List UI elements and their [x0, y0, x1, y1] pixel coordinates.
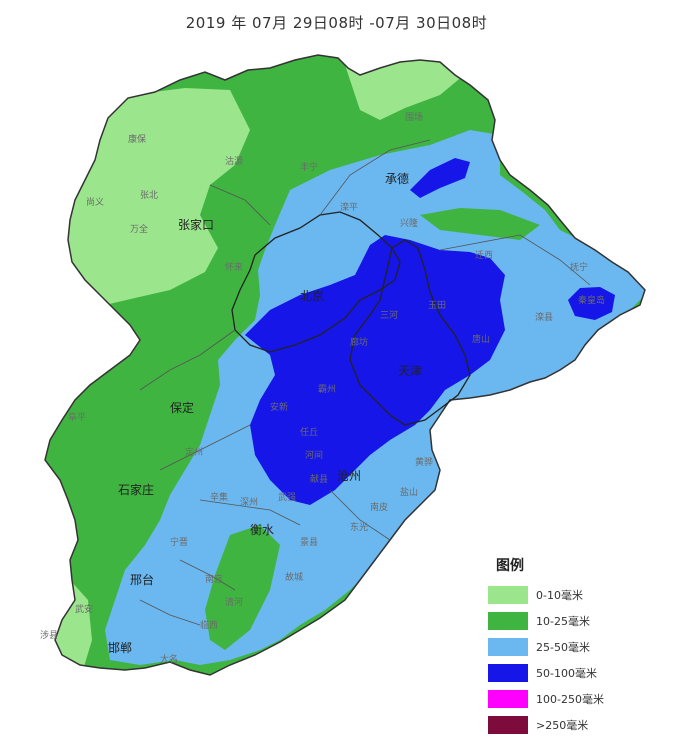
legend-swatch — [488, 664, 528, 682]
city-chengde: 承德 — [385, 171, 409, 186]
county-yutian: 玉田 — [428, 300, 446, 311]
legend-label: 50-100毫米 — [536, 667, 597, 680]
county-shangyi: 尚义 — [86, 196, 104, 208]
city-tianjin: 天津 — [398, 364, 422, 378]
legend-label: 0-10毫米 — [536, 589, 583, 602]
legend-swatch — [488, 716, 528, 734]
legend-item: 25-50毫米 — [488, 635, 668, 659]
county-wanquan: 万全 — [130, 223, 148, 235]
county-guyuan: 沽源 — [225, 155, 243, 167]
county-luanping: 滦平 — [340, 201, 358, 213]
county-luanxian: 滦县 — [535, 311, 553, 323]
map-title: 2019 年 07月 29日08时 -07月 30日08时 — [185, 14, 488, 32]
county-fengning: 丰宁 — [300, 161, 318, 173]
legend-swatch — [488, 586, 528, 604]
city-cangzhou: 沧州 — [337, 468, 361, 483]
county-hejian: 河间 — [305, 449, 323, 461]
county-kangbao: 康保 — [128, 133, 146, 145]
county-qianxi: 迁西 — [475, 250, 493, 261]
legend-title: 图例 — [496, 558, 524, 574]
city-beijing: 北京 — [300, 289, 324, 303]
county-funing: 抚宁 — [570, 261, 588, 273]
city-shijiazhuang: 石家庄 — [118, 482, 154, 497]
county-daming: 大名 — [160, 653, 178, 665]
rain-zone-0-10-northwest — [55, 88, 250, 305]
county-nanpi: 南皮 — [370, 501, 388, 513]
county-yanshan: 盐山 — [400, 486, 418, 498]
legend-label: 25-50毫米 — [536, 641, 590, 654]
county-nangong: 南宫 — [205, 573, 223, 585]
county-jingxian: 景县 — [300, 537, 318, 548]
county-huailai: 怀来 — [225, 261, 243, 273]
county-linxi: 临西 — [200, 619, 218, 631]
rain-zone-50-100-main — [245, 235, 505, 505]
legend-swatch — [488, 638, 528, 656]
legend-item: 0-10毫米 — [488, 583, 668, 607]
county-shenzhou: 深州 — [240, 497, 258, 508]
county-ningjin: 宁晋 — [170, 536, 188, 548]
county-shexian: 涉县 — [40, 629, 58, 641]
county-renqiu: 任丘 — [300, 426, 318, 438]
rain-zone-10-25-south-strip — [205, 525, 280, 650]
legend-label: 100-250毫米 — [536, 693, 604, 706]
county-anxin: 安新 — [270, 401, 288, 413]
rain-zone-50-100-chengde — [410, 158, 470, 198]
county-qinghe: 清河 — [225, 596, 243, 608]
legend-label: >250毫米 — [536, 719, 589, 732]
county-weichang: 围场 — [405, 112, 423, 123]
county-xinglong: 兴隆 — [400, 217, 418, 229]
map-legend: 图例 0-10毫米 10-25毫米 25-50毫米 50-100毫米 100-2… — [488, 555, 668, 739]
city-xingtai: 邢台 — [130, 572, 154, 587]
county-fuping: 阜平 — [68, 411, 86, 423]
county-wuan: 武安 — [75, 603, 93, 615]
county-wuqiang: 武强 — [278, 491, 296, 503]
rain-zone-50-100-qinhuangdao — [568, 287, 615, 320]
city-baoding: 保定 — [170, 400, 194, 415]
county-dingzhou: 定州 — [185, 446, 203, 458]
legend-swatch — [488, 612, 528, 630]
city-hengshui: 衡水 — [250, 523, 274, 537]
county-xianxian: 献县 — [310, 473, 328, 485]
legend-label: 10-25毫米 — [536, 615, 590, 628]
tianjin-boundary — [349, 239, 471, 426]
legend-item: 50-100毫米 — [488, 661, 668, 685]
legend-item: >250毫米 — [488, 713, 668, 737]
county-tangshan: 唐山 — [472, 333, 490, 345]
county-xinji: 辛集 — [210, 491, 228, 503]
county-langfang: 廊坊 — [350, 336, 368, 348]
county-qinhuangdao: 秦皇岛 — [578, 294, 605, 306]
beijing-boundary — [231, 211, 401, 353]
city-handan: 邯郸 — [108, 640, 132, 655]
prefecture-lines — [139, 139, 591, 626]
city-zhangjiakou: 张家口 — [178, 217, 214, 232]
legend-swatch — [488, 690, 528, 708]
county-zhangbei: 张北 — [140, 190, 158, 201]
county-dongguang: 东光 — [350, 521, 368, 533]
county-bazhou: 霸州 — [318, 384, 336, 395]
county-gucheng: 故城 — [285, 571, 303, 583]
county-sanhe: 三河 — [380, 309, 398, 321]
precipitation-map: 张家口 承德 北京 天津 保定 石家庄 衡水 邢台 邯郸 沧州 康保 沽源 张北… — [40, 54, 646, 676]
county-huanghua: 黄骅 — [415, 456, 433, 468]
rain-zone-10-25-east-strip — [420, 208, 540, 240]
legend-item: 100-250毫米 — [488, 687, 668, 711]
legend-item: 10-25毫米 — [488, 609, 668, 633]
